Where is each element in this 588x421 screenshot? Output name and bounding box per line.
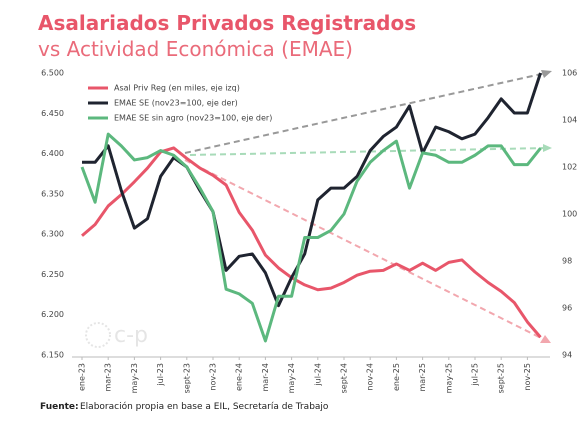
series-line [81, 146, 542, 339]
x-tick-label: nov-24 [366, 363, 375, 391]
arrow-head [541, 70, 552, 78]
x-tick-label: sept-25 [497, 363, 506, 393]
x-tick-label: sept-24 [340, 363, 349, 393]
y-tick-label: 6.450 [41, 109, 64, 118]
x-tick-label: mar-24 [261, 363, 270, 392]
x-tick-label: jul-23 [156, 363, 165, 387]
x-tick-label: mar-25 [418, 363, 427, 392]
legend-label: Asal Priv Reg (en miles, eje izq) [114, 84, 240, 93]
x-tick-label: may-25 [444, 363, 453, 393]
x-tick-label: ene-24 [235, 363, 244, 391]
y2-tick-label: 98 [562, 257, 572, 266]
y2-tick-label: 94 [562, 351, 572, 360]
y2-tick-label: 100 [562, 210, 577, 219]
y-tick-label: 6.250 [41, 270, 64, 279]
source-label: Fuente: [40, 402, 79, 412]
watermark-logo: c-p [85, 322, 148, 348]
x-tick-label: jul-24 [313, 363, 322, 387]
source: Elaboración propia en base a EIL, Secret… [80, 401, 329, 412]
legend-label: EMAE SE (nov23=100, eje der) [114, 99, 238, 108]
chart-subtitle: vs Actividad Económica (EMAE) [38, 37, 353, 61]
x-tick-label: sept-23 [182, 363, 191, 393]
series-line [80, 132, 542, 343]
series-line [82, 72, 542, 308]
y-tick-label: 6.150 [41, 351, 64, 360]
y-tick-label: 6.350 [41, 189, 64, 198]
y-tick-label: 6.300 [41, 230, 64, 239]
y2-tick-label: 104 [562, 116, 577, 125]
x-tick-label: ene-25 [392, 363, 401, 391]
y-tick-label: 6.200 [41, 310, 64, 319]
y-tick-label: 6.500 [41, 69, 64, 78]
watermark: c-p [114, 323, 148, 348]
trend-arrow [184, 72, 547, 154]
y2-tick-label: 96 [562, 304, 572, 313]
x-tick-label: may-24 [287, 363, 296, 393]
x-tick-label: nov-25 [523, 363, 532, 391]
y2-tick-label: 102 [562, 163, 577, 172]
x-tick-label: may-23 [130, 363, 139, 393]
arrow-head [540, 335, 551, 343]
arrow-head [543, 144, 552, 152]
x-tick-label: mar-23 [104, 363, 113, 392]
x-tick-label: nov-23 [209, 363, 218, 391]
x-tick-label: ene-23 [78, 363, 87, 391]
y-tick-label: 6.400 [41, 149, 64, 158]
trend-arrow [184, 159, 546, 341]
x-tick-label: jul-25 [471, 363, 480, 387]
chart-title: Asalariados Privados Registrados [38, 11, 416, 35]
y2-tick-label: 106 [562, 69, 577, 78]
legend-label: EMAE SE sin agro (nov23=100, eje der) [114, 114, 272, 123]
